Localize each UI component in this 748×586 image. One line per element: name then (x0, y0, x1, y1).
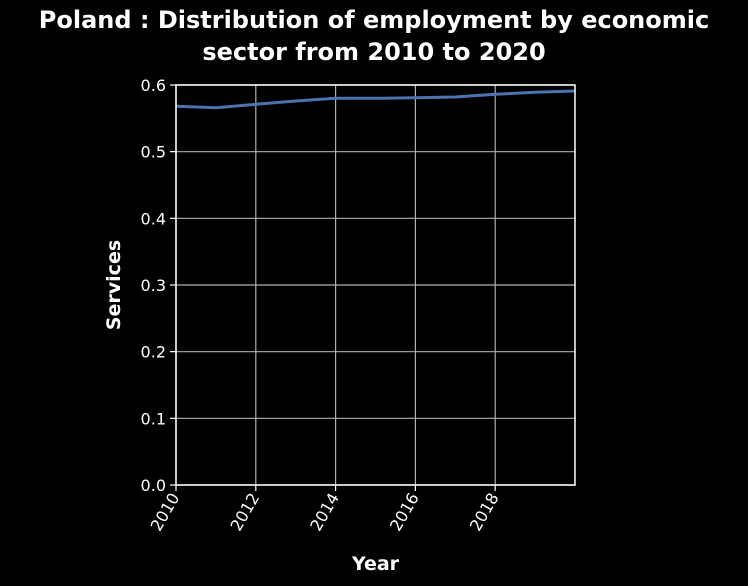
y-axis-label: Services (103, 240, 125, 330)
series-layer (175, 89, 576, 110)
x-tick-label: 2018 (466, 490, 503, 535)
x-tick-label: 2012 (226, 490, 263, 535)
x-tick-label: 2016 (386, 490, 423, 535)
y-tick-label: 0.0 (141, 476, 166, 495)
y-tick-label: 0.5 (141, 143, 166, 162)
chart-title-line-1: Poland : Distribution of employment by e… (38, 6, 710, 34)
chart-title: Poland : Distribution of employment by e… (0, 4, 748, 68)
y-axis-ticks: 0.0 0.1 0.2 0.3 0.4 0.5 0.6 (141, 76, 176, 495)
y-tick-label: 0.3 (141, 276, 166, 295)
x-axis-ticks: 2010 2012 2014 2016 2018 (147, 485, 503, 534)
grid-lines (175, 84, 575, 486)
x-tick-label: 2010 (147, 490, 184, 535)
x-tick-label: 2014 (306, 490, 343, 535)
chart-title-line-2: sector from 2010 to 2020 (202, 38, 546, 66)
y-tick-label: 0.2 (141, 343, 166, 362)
y-tick-label: 0.6 (141, 76, 166, 95)
series-line (175, 89, 576, 110)
y-tick-label: 0.1 (141, 409, 166, 428)
y-tick-label: 0.4 (141, 209, 166, 228)
x-axis-label: Year (351, 553, 400, 575)
